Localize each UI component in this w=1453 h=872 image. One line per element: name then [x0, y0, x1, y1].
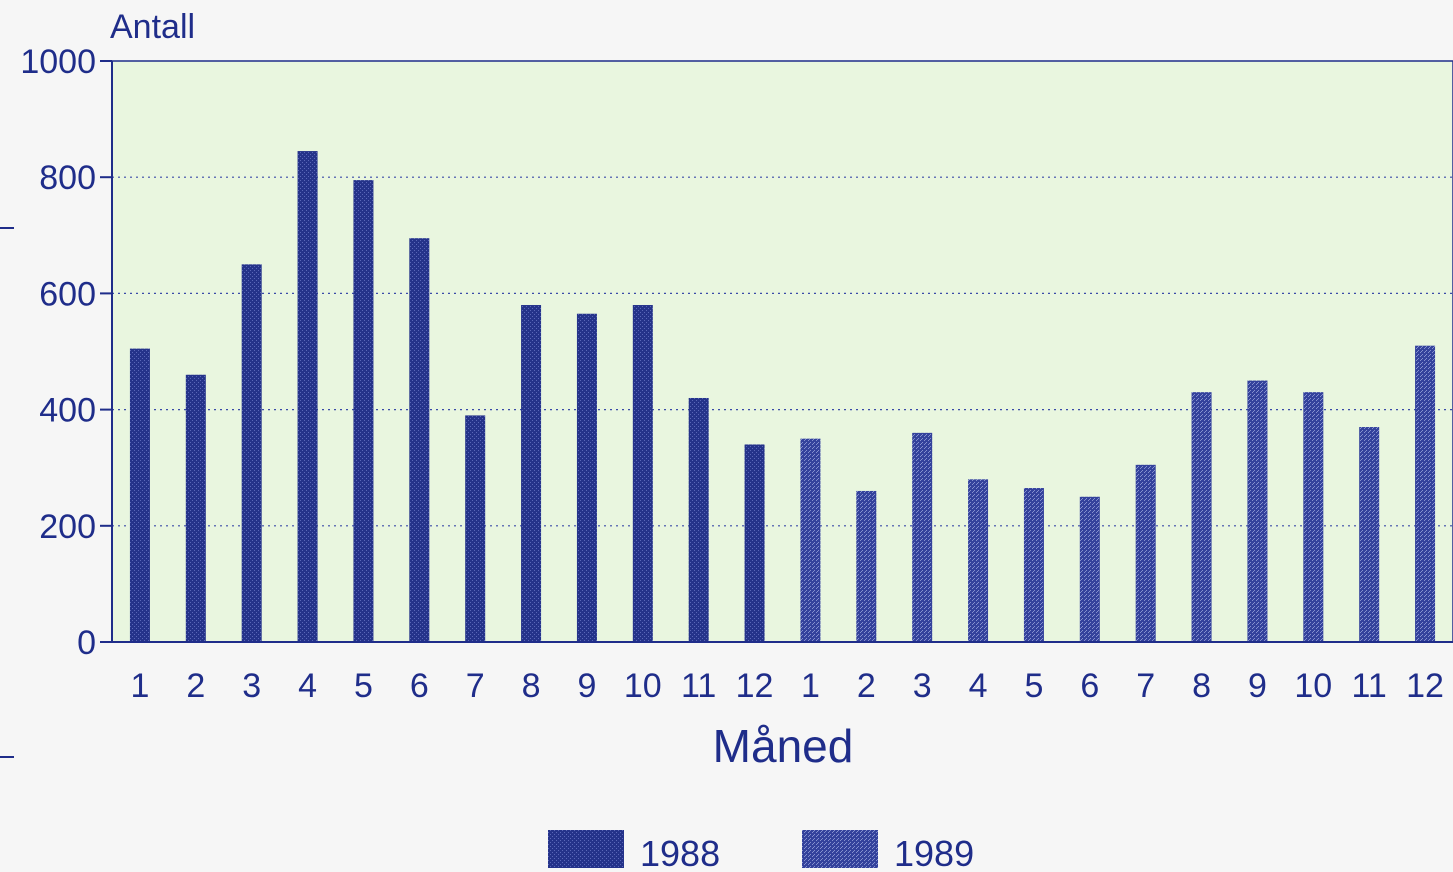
bar-1988-8	[521, 305, 542, 642]
x-tick-label: 8	[1192, 667, 1211, 705]
legend-swatch-1988	[548, 830, 624, 868]
bar-1989-12	[1415, 345, 1436, 642]
y-tick-label: 600	[39, 275, 96, 313]
x-tick-label: 9	[1248, 667, 1267, 705]
x-tick-label: 1	[130, 667, 149, 705]
bar-1989-5	[1023, 488, 1044, 642]
bar-1988-12	[744, 444, 765, 642]
x-tick-labels: 1 2 3 4 5 6 7 8 9 10 11 12 1 2 3 4 5 6 7 8 9 10 11 12	[130, 667, 1444, 705]
legend-label-1989: 1989	[894, 833, 974, 872]
y-tick-label: 800	[39, 159, 96, 197]
x-axis-title: Måned	[713, 720, 854, 772]
bar-1988-3	[241, 264, 262, 642]
bar-1988-10	[632, 305, 653, 642]
bar-1988-7	[465, 415, 486, 642]
x-tick-label: 10	[1294, 667, 1332, 705]
x-tick-label: 5	[354, 667, 373, 705]
bar-1988-11	[688, 397, 709, 642]
bar-1989-4	[968, 479, 989, 642]
bar-1988-2	[185, 374, 206, 642]
x-tick-label: 3	[242, 667, 261, 705]
x-tick-label: 7	[466, 667, 485, 705]
bar-1989-7	[1135, 464, 1156, 642]
x-tick-label: 11	[681, 667, 716, 705]
x-tick-label: 6	[410, 667, 429, 705]
x-tick-label: 3	[913, 667, 932, 705]
x-tick-label: 12	[736, 667, 774, 705]
x-tick-label: 8	[522, 667, 541, 705]
bar-1989-2	[856, 490, 877, 642]
legend-label-1988: 1988	[640, 833, 720, 872]
bar-1989-11	[1359, 427, 1380, 642]
x-tick-label: 11	[1352, 667, 1387, 705]
plot-area	[111, 60, 1453, 643]
y-tick-label: 200	[39, 508, 96, 546]
bar-1988-1	[129, 348, 150, 642]
bar-1989-10	[1303, 392, 1324, 642]
y-tick-labels: 0 200 400 600 800 1000	[20, 43, 112, 662]
bar-1989-8	[1191, 392, 1212, 642]
y-tick-label: 0	[77, 624, 96, 662]
bar-1989-3	[912, 432, 933, 642]
bars	[129, 151, 1436, 643]
bar-1989-9	[1247, 380, 1268, 642]
bar-1988-5	[353, 180, 374, 643]
bar-1989-6	[1079, 496, 1100, 642]
bar-1988-6	[409, 238, 430, 642]
x-tick-label: 9	[577, 667, 596, 705]
x-tick-label: 2	[186, 667, 205, 705]
x-tick-label: 2	[857, 667, 876, 705]
y-tick-label: 400	[39, 392, 96, 430]
x-tick-label: 10	[624, 667, 662, 705]
y-axis-title: Antall	[110, 8, 195, 46]
legend-swatch-1989	[802, 830, 878, 868]
x-tick-label: 6	[1080, 667, 1099, 705]
x-tick-label: 7	[1136, 667, 1155, 705]
y-tick-label: 1000	[20, 43, 96, 81]
gridlines	[112, 176, 1453, 527]
legend: 1988 1989	[548, 830, 974, 872]
x-tick-label: 5	[1024, 667, 1043, 705]
x-tick-label: 1	[801, 667, 820, 705]
x-tick-label: 4	[969, 667, 988, 705]
bar-1988-9	[576, 313, 597, 642]
bar-1988-4	[297, 151, 318, 642]
x-tick-label: 4	[298, 667, 317, 705]
x-tick-label: 12	[1406, 667, 1444, 705]
bar-1989-1	[800, 438, 821, 642]
